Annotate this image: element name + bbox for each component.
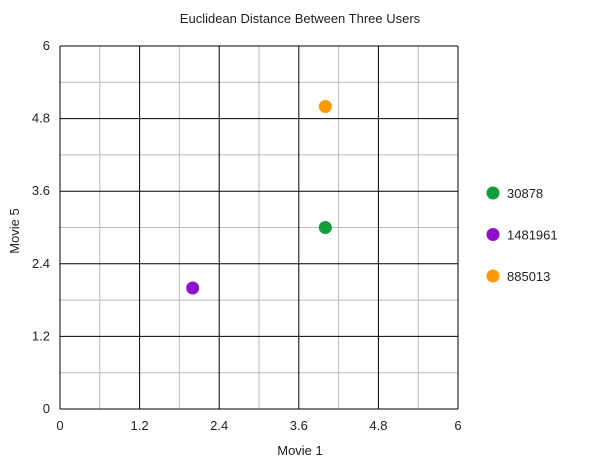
data-point bbox=[318, 221, 332, 234]
data-point bbox=[318, 100, 332, 113]
x-tick-label: 0 bbox=[56, 418, 63, 433]
y-tick-label: 0 bbox=[43, 401, 50, 416]
y-axis-ticks: 0 1.2 2.4 3.6 4.8 6 bbox=[32, 38, 50, 416]
legend: 30878 1481961 885013 bbox=[486, 186, 558, 284]
legend-marker bbox=[486, 186, 500, 200]
legend-label: 30878 bbox=[507, 186, 543, 201]
legend-marker bbox=[486, 269, 500, 283]
x-axis-label: Movie 1 bbox=[277, 443, 323, 458]
x-tick-label: 4.8 bbox=[369, 418, 387, 433]
legend-marker bbox=[486, 228, 500, 241]
x-tick-label: 1.2 bbox=[131, 418, 149, 433]
y-axis-label: Movie 5 bbox=[7, 208, 22, 254]
x-axis-ticks: 0 1.2 2.4 3.6 4.8 6 bbox=[56, 418, 461, 433]
y-tick-label: 3.6 bbox=[32, 183, 50, 198]
legend-label: 885013 bbox=[507, 269, 550, 284]
y-tick-label: 4.8 bbox=[32, 111, 50, 126]
x-tick-label: 6 bbox=[454, 418, 461, 433]
x-tick-label: 2.4 bbox=[210, 418, 228, 433]
legend-label: 1481961 bbox=[507, 228, 558, 243]
y-tick-label: 2.4 bbox=[32, 256, 50, 271]
y-tick-label: 6 bbox=[43, 38, 50, 53]
chart-title: Euclidean Distance Between Three Users bbox=[180, 11, 421, 26]
x-tick-label: 3.6 bbox=[290, 418, 308, 433]
grid bbox=[59, 45, 459, 410]
data-point bbox=[186, 281, 200, 295]
y-tick-label: 1.2 bbox=[32, 328, 50, 343]
data-points bbox=[186, 100, 332, 295]
